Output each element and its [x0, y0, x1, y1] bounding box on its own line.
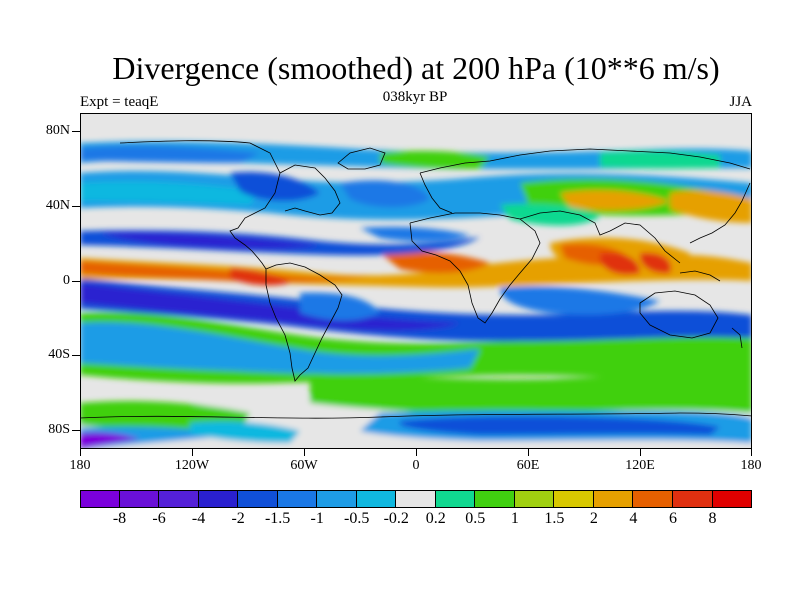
x-label-60w: 60W — [290, 458, 318, 473]
colorbar-label: 2 — [589, 510, 598, 527]
x-label-120w: 120W — [174, 458, 210, 473]
colorbar-swatch — [396, 490, 436, 508]
colorbar-swatch — [277, 490, 318, 508]
coastlines — [80, 140, 752, 419]
x-tick-180w — [80, 449, 81, 456]
colorbar-label: -4 — [191, 510, 206, 527]
colorbar-swatch — [80, 490, 120, 508]
colorbar-swatch — [633, 490, 673, 508]
colorbar-label: -0.5 — [344, 510, 370, 527]
colorbar-label: -1 — [310, 510, 324, 527]
y-label-40n: 40N — [45, 198, 70, 213]
x-tick-120e — [640, 449, 641, 456]
y-tick-80n — [72, 131, 80, 132]
x-label-180w: 180 — [69, 458, 91, 473]
x-tick-0 — [416, 449, 417, 456]
y-tick-40s — [72, 355, 80, 356]
time-label: 038kyr BP — [382, 89, 448, 105]
y-tick-40n — [72, 206, 80, 207]
colorbar-label: 1.5 — [544, 510, 565, 527]
divergence-map — [80, 113, 752, 449]
x-label-0: 0 — [412, 458, 420, 473]
x-tick-60e — [528, 449, 529, 456]
colorbar-swatch — [593, 490, 634, 508]
y-label-80s: 80S — [48, 422, 70, 437]
colorbar-swatch — [554, 490, 594, 508]
experiment-label: Expt = teaqE — [80, 94, 159, 110]
field-blobs — [80, 141, 752, 449]
x-label-180e: 180 — [740, 458, 762, 473]
x-tick-180e — [751, 449, 752, 456]
colorbar-label: -8 — [112, 510, 127, 527]
colorbar-label: -0.2 — [383, 510, 409, 527]
x-tick-120w — [192, 449, 193, 456]
y-label-0: 0 — [63, 273, 70, 288]
x-tick-60w — [304, 449, 305, 456]
y-tick-0 — [72, 281, 80, 282]
colorbar-swatch — [435, 490, 476, 508]
colorbar-swatch — [475, 490, 515, 508]
map-field — [80, 113, 752, 449]
colorbar — [80, 490, 753, 508]
colorbar-swatch — [356, 490, 397, 508]
colorbar-swatch — [672, 490, 713, 508]
colorbar-label: -1.5 — [264, 510, 291, 527]
colorbar-label: 4 — [629, 510, 638, 527]
chart-title: Divergence (smoothed) at 200 hPa (10**6 … — [112, 50, 720, 86]
x-label-120e: 120E — [625, 458, 655, 473]
colorbar-label: 0.5 — [465, 510, 486, 527]
colorbar-label: -6 — [152, 510, 166, 527]
colorbar-swatch — [317, 490, 357, 508]
colorbar-label: 8 — [708, 510, 717, 527]
colorbar-swatch — [159, 490, 199, 508]
colorbar-swatch — [514, 490, 555, 508]
colorbar-swatch — [198, 490, 239, 508]
colorbar-swatch — [712, 490, 753, 508]
season-label: JJA — [729, 94, 752, 110]
colorbar-swatch — [238, 490, 278, 508]
colorbar-label: 6 — [668, 510, 677, 527]
colorbar-label: -2 — [231, 510, 245, 527]
y-label-40s: 40S — [48, 347, 70, 362]
y-label-80n: 80N — [45, 123, 70, 138]
x-label-60e: 60E — [516, 458, 540, 473]
colorbar-label: 1 — [510, 510, 519, 527]
y-tick-80s — [72, 430, 80, 431]
colorbar-swatch — [119, 490, 160, 508]
colorbar-label: 0.2 — [425, 510, 446, 527]
